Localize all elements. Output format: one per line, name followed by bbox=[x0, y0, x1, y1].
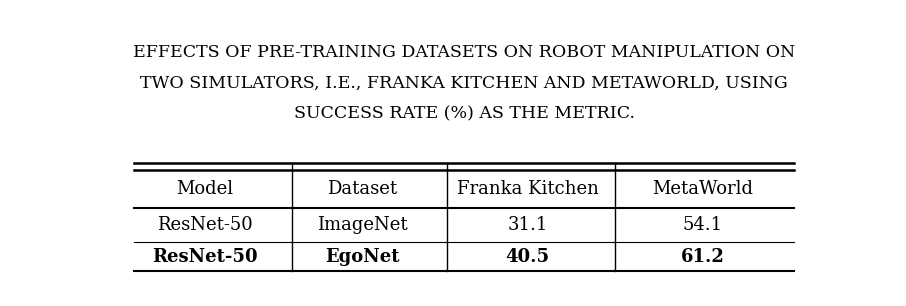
Text: Dataset: Dataset bbox=[327, 180, 398, 198]
Text: SUCCESS RATE (%) AS THE METRIC.: SUCCESS RATE (%) AS THE METRIC. bbox=[294, 105, 635, 122]
Text: ResNet-50: ResNet-50 bbox=[151, 248, 257, 266]
Text: ResNet-50: ResNet-50 bbox=[157, 216, 253, 234]
Text: MetaWorld: MetaWorld bbox=[652, 180, 754, 198]
Text: TWO SIMULATORS, I.E., FRANKA KITCHEN AND METAWORLD, USING: TWO SIMULATORS, I.E., FRANKA KITCHEN AND… bbox=[140, 74, 788, 91]
Text: Model: Model bbox=[176, 180, 233, 198]
Text: ImageNet: ImageNet bbox=[317, 216, 408, 234]
Text: EFFECTS OF PRE-TRAINING DATASETS ON ROBOT MANIPULATION ON: EFFECTS OF PRE-TRAINING DATASETS ON ROBO… bbox=[133, 44, 795, 61]
Text: EgoNet: EgoNet bbox=[325, 248, 400, 266]
Text: 61.2: 61.2 bbox=[681, 248, 725, 266]
Text: Franka Kitchen: Franka Kitchen bbox=[457, 180, 599, 198]
Text: 31.1: 31.1 bbox=[507, 216, 548, 234]
Text: 40.5: 40.5 bbox=[506, 248, 550, 266]
Text: 54.1: 54.1 bbox=[683, 216, 723, 234]
